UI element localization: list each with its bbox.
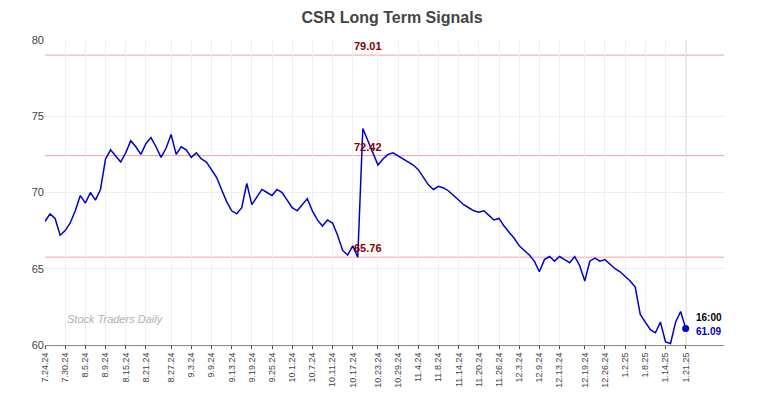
svg-text:16:00: 16:00 xyxy=(696,312,722,323)
svg-text:80: 80 xyxy=(32,34,44,46)
svg-text:1.21.25: 1.21.25 xyxy=(681,353,691,383)
svg-text:12.3.24: 12.3.24 xyxy=(514,353,524,383)
svg-text:Stock Traders Daily: Stock Traders Daily xyxy=(67,313,164,325)
svg-text:10.29.24: 10.29.24 xyxy=(393,353,403,388)
svg-text:8.9.24: 8.9.24 xyxy=(100,353,110,378)
svg-text:61.09: 61.09 xyxy=(696,326,721,337)
svg-text:8.15.24: 8.15.24 xyxy=(121,353,131,383)
svg-text:CSR Long Term Signals: CSR Long Term Signals xyxy=(301,9,482,26)
svg-text:12.13.24: 12.13.24 xyxy=(554,353,564,388)
svg-text:1.2.25: 1.2.25 xyxy=(620,353,630,378)
svg-text:12.26.24: 12.26.24 xyxy=(600,353,610,388)
svg-text:11.4.24: 11.4.24 xyxy=(413,353,423,382)
svg-text:9.25.24: 9.25.24 xyxy=(267,353,277,383)
svg-text:11.14.24: 11.14.24 xyxy=(454,353,464,387)
svg-text:7.30.24: 7.30.24 xyxy=(60,353,70,383)
svg-text:65: 65 xyxy=(32,263,44,275)
svg-text:10.17.24: 10.17.24 xyxy=(348,353,358,388)
svg-text:1.14.25: 1.14.25 xyxy=(660,353,670,383)
svg-text:60: 60 xyxy=(32,339,44,351)
svg-text:75: 75 xyxy=(32,110,44,122)
svg-text:10.1.24: 10.1.24 xyxy=(287,353,297,383)
svg-text:9.9.24: 9.9.24 xyxy=(206,353,216,378)
svg-text:9.19.24: 9.19.24 xyxy=(247,353,257,383)
svg-text:10.23.24: 10.23.24 xyxy=(373,353,383,388)
svg-text:12.9.24: 12.9.24 xyxy=(534,353,544,383)
svg-text:7.24.24: 7.24.24 xyxy=(40,353,50,383)
svg-text:11.26.24: 11.26.24 xyxy=(494,353,504,387)
svg-text:9.3.24: 9.3.24 xyxy=(186,353,196,378)
svg-text:9.13.24: 9.13.24 xyxy=(227,353,237,383)
svg-text:1.8.25: 1.8.25 xyxy=(640,353,650,378)
svg-text:79.01: 79.01 xyxy=(354,40,382,52)
svg-text:65.76: 65.76 xyxy=(354,242,382,254)
svg-text:11.8.24: 11.8.24 xyxy=(433,353,443,382)
svg-text:10.7.24: 10.7.24 xyxy=(307,353,317,383)
svg-text:72.42: 72.42 xyxy=(354,141,382,153)
svg-text:12.19.24: 12.19.24 xyxy=(580,353,590,388)
svg-text:8.27.24: 8.27.24 xyxy=(166,353,176,383)
svg-text:11.20.24: 11.20.24 xyxy=(474,353,484,387)
svg-text:8.21.24: 8.21.24 xyxy=(141,353,151,383)
svg-text:70: 70 xyxy=(32,186,44,198)
svg-text:10.11.24: 10.11.24 xyxy=(327,353,337,387)
svg-text:8.5.24: 8.5.24 xyxy=(80,353,90,378)
